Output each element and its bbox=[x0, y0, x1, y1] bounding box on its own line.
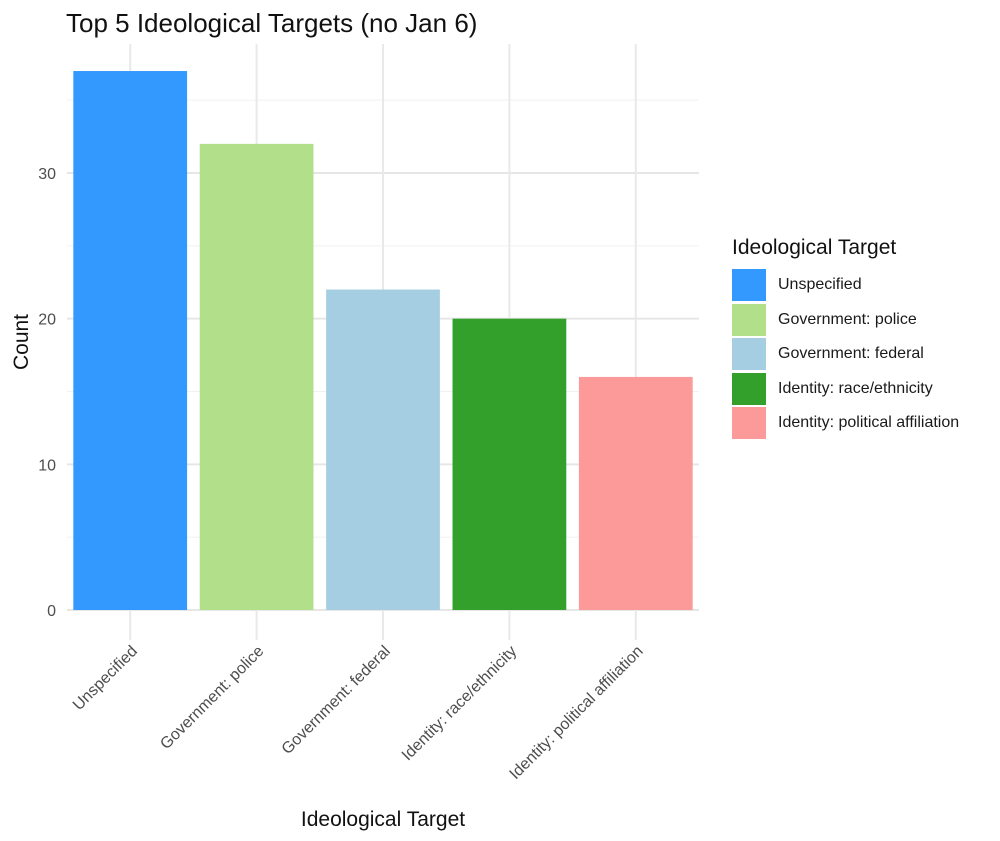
x-tick-label: Government: police bbox=[157, 643, 267, 753]
legend-key-unspecified bbox=[732, 269, 766, 302]
legend-item-identity-political-affiliation: Identity: political affiliation bbox=[732, 406, 959, 441]
legend-label: Government: police bbox=[778, 310, 917, 328]
legend-key-identity-political-affiliation bbox=[732, 407, 766, 440]
legend-item-government-federal: Government: federal bbox=[732, 337, 959, 372]
x-tick-label: Unspecified bbox=[70, 643, 141, 714]
legend-label: Unspecified bbox=[778, 276, 862, 294]
bar bbox=[326, 289, 440, 610]
x-axis-label: Ideological Target bbox=[301, 808, 465, 831]
legend-item-government-police: Government: police bbox=[732, 303, 959, 338]
legend-key-identity-race-ethnicity bbox=[732, 372, 766, 405]
bar bbox=[452, 318, 567, 610]
y-axis-ticks: 0 10 20 30 bbox=[38, 166, 56, 620]
y-axis-label: Count bbox=[10, 314, 33, 370]
legend: Ideological Target Unspecified Governmen… bbox=[732, 236, 959, 441]
x-tick-label: Identity: race/ethnicity bbox=[399, 643, 520, 764]
bar bbox=[73, 71, 188, 611]
x-axis-ticks: Unspecified Government: police Government:… bbox=[70, 643, 647, 783]
y-tick-label: 10 bbox=[38, 457, 56, 474]
bar bbox=[578, 376, 693, 610]
legend-label: Identity: race/ethnicity bbox=[778, 379, 933, 397]
x-tick-label: Government: federal bbox=[279, 643, 394, 758]
y-tick-label: 0 bbox=[47, 603, 56, 620]
legend-label: Government: federal bbox=[778, 345, 924, 363]
legend-item-unspecified: Unspecified bbox=[732, 268, 959, 303]
legend-title: Ideological Target bbox=[732, 236, 897, 259]
legend-label: Identity: political affiliation bbox=[778, 414, 960, 432]
bars bbox=[73, 71, 693, 611]
legend-key-government-federal bbox=[732, 338, 766, 371]
chart-title: Top 5 Ideological Targets (no Jan 6) bbox=[66, 8, 478, 38]
legend-item-identity-race-ethnicity: Identity: race/ethnicity bbox=[732, 372, 959, 407]
bar bbox=[199, 143, 314, 610]
y-tick-label: 30 bbox=[38, 166, 56, 183]
y-tick-label: 20 bbox=[38, 312, 56, 329]
legend-key-government-police bbox=[732, 303, 766, 336]
x-tick-label: Identity: political affiliation bbox=[507, 643, 647, 783]
